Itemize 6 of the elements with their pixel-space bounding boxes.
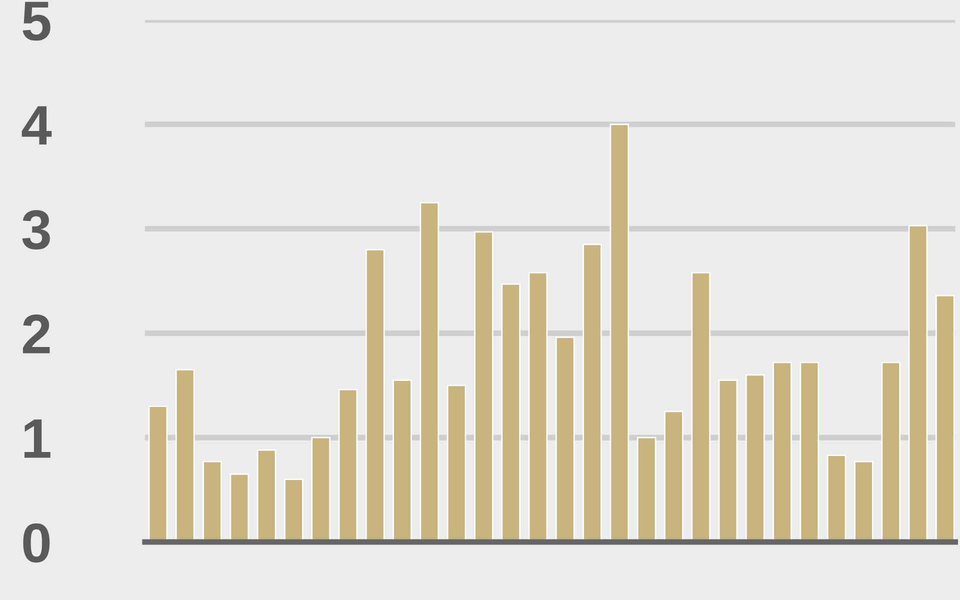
y-tick-label: 3 [22,210,50,250]
y-tick-label: 1 [24,419,50,458]
y-tick-label: 5 [22,2,50,41]
y-tick-label: 4 [22,106,52,145]
y-tick-label: 2 [22,314,50,354]
y-tick-label: 0 [23,523,50,563]
